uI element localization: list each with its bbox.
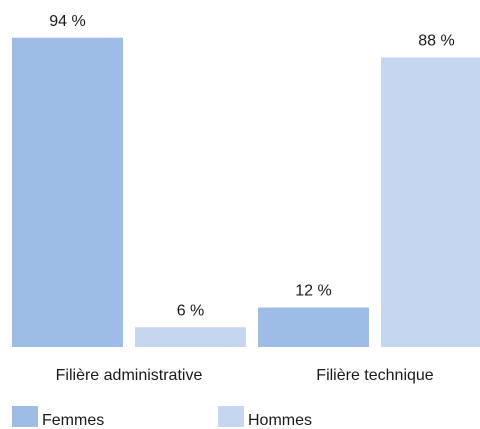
value-label: 12 % bbox=[295, 283, 331, 300]
bar bbox=[258, 307, 369, 347]
x-tick-label: Filière administrative bbox=[56, 367, 203, 384]
legend-label: Hommes bbox=[248, 412, 312, 429]
legend-label: Femmes bbox=[42, 412, 104, 429]
legend-swatch bbox=[12, 406, 38, 427]
value-label: 88 % bbox=[418, 33, 454, 50]
value-label: 94 % bbox=[49, 13, 85, 30]
bar bbox=[12, 37, 123, 348]
bar bbox=[381, 57, 480, 347]
legend-swatch bbox=[218, 406, 244, 427]
bar bbox=[135, 327, 246, 347]
value-label: 6 % bbox=[177, 302, 205, 319]
x-tick-label: Filière technique bbox=[316, 367, 434, 384]
